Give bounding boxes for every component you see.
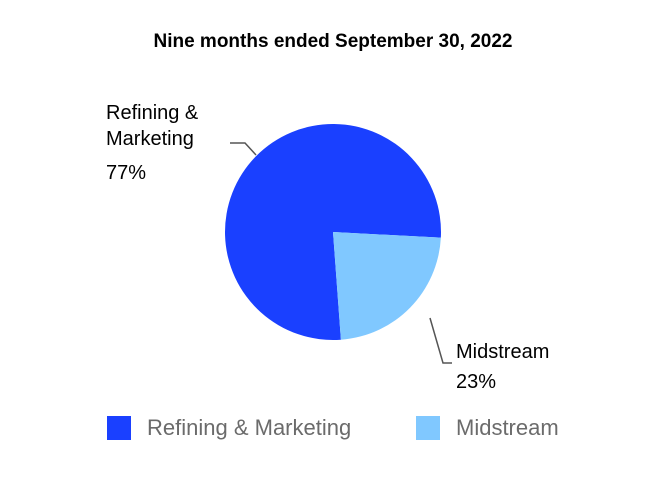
legend-swatch bbox=[107, 416, 131, 440]
chart-title: Nine months ended September 30, 2022 bbox=[153, 31, 512, 52]
data-label-value: 77% bbox=[106, 162, 147, 184]
data-label-name: Refining & Marketing bbox=[106, 102, 199, 150]
pie-slice bbox=[333, 232, 441, 340]
legend-label: Refining & Marketing bbox=[147, 415, 351, 440]
data-label-name: Midstream bbox=[456, 341, 550, 363]
leader-line bbox=[429, 317, 452, 364]
data-label-value: 23% bbox=[456, 371, 497, 393]
legend-label: Midstream bbox=[456, 415, 559, 440]
legend-swatch bbox=[416, 416, 440, 440]
leader-line bbox=[230, 142, 257, 156]
